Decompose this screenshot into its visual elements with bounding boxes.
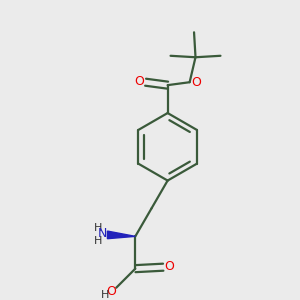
Text: H: H (94, 236, 102, 246)
Polygon shape (107, 231, 135, 239)
Text: H: H (94, 223, 103, 232)
Text: N: N (98, 227, 107, 240)
Text: O: O (165, 260, 175, 273)
Text: H: H (101, 290, 109, 300)
Text: O: O (106, 285, 116, 298)
Text: O: O (134, 75, 144, 88)
Text: O: O (191, 76, 201, 89)
